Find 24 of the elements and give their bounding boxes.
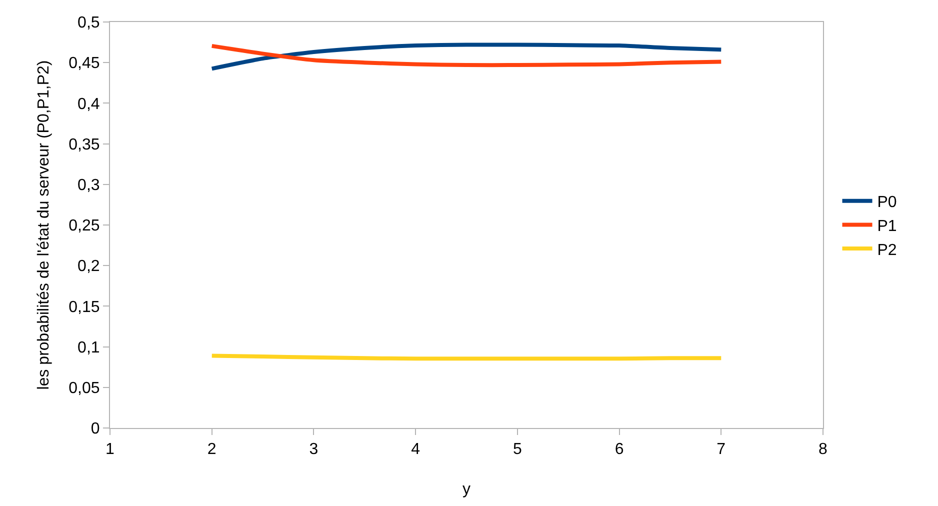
y-tick-label: 0,5 <box>78 14 100 32</box>
y-tick-label: 0,45 <box>68 55 100 72</box>
x-tick-label: 6 <box>614 441 624 458</box>
x-tick-label: 3 <box>309 441 318 458</box>
x-tick-label: 1 <box>106 441 115 458</box>
x-tick-label: 7 <box>716 441 726 458</box>
y-tick-label: 0,1 <box>78 339 100 356</box>
y-tick-label: 0,15 <box>68 298 100 316</box>
legend-label: P0 <box>877 194 897 212</box>
y-tick-label: 0 <box>90 420 100 438</box>
y-tick-label: 0,25 <box>68 218 100 235</box>
y-tick-label: 0,05 <box>68 380 100 397</box>
x-tick-label: 4 <box>411 441 420 458</box>
legend-label: P2 <box>877 242 897 259</box>
x-tick-label: 2 <box>207 441 216 458</box>
y-tick-label: 0,35 <box>68 136 100 154</box>
x-axis-title: y <box>462 480 470 498</box>
x-tick-label: 8 <box>818 441 828 458</box>
y-tick-label: 0,4 <box>78 96 100 113</box>
x-tick-label: 5 <box>512 441 522 458</box>
y-tick-label: 0,3 <box>78 177 100 194</box>
legend-label: P1 <box>877 218 897 235</box>
y-axis-title: les probabilités de l'état du serveur (P0,P1,P2) <box>36 60 53 390</box>
y-tick-label: 0,2 <box>78 258 100 276</box>
